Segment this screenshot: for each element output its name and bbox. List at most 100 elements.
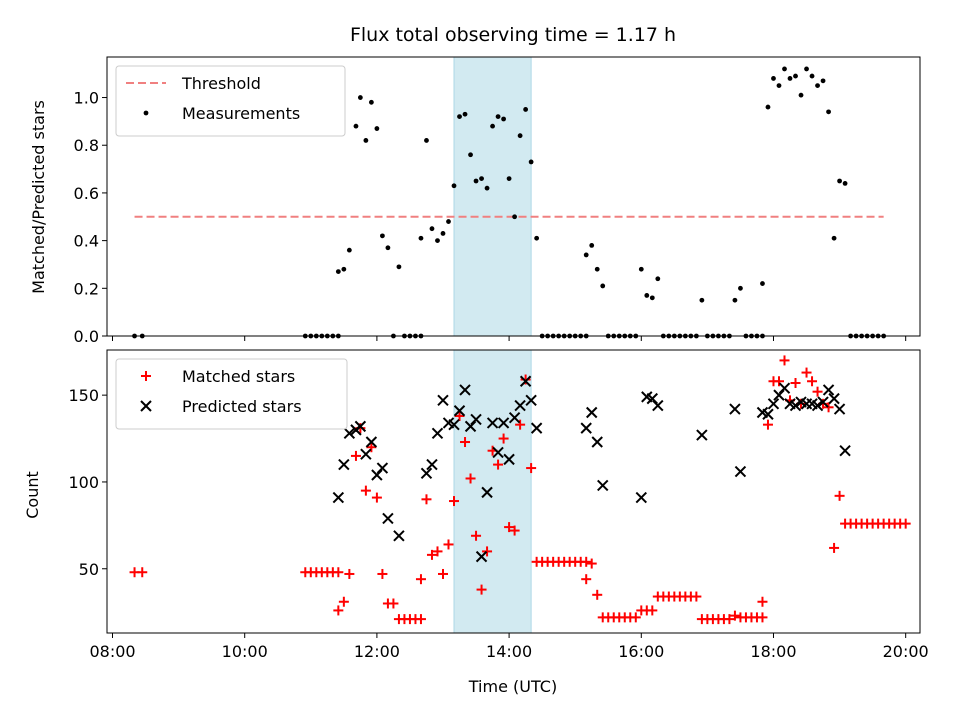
data-point (581, 556, 592, 567)
data-point (435, 238, 440, 244)
data-point (333, 567, 344, 578)
data-point (498, 433, 509, 444)
data-point (335, 269, 341, 275)
x-tick-label: 12:00 (354, 642, 400, 661)
legend-marker (141, 371, 151, 381)
data-point (646, 392, 659, 405)
data-point (454, 410, 465, 421)
plot-frame (106, 56, 921, 337)
data-point (420, 467, 433, 479)
data-point (823, 402, 834, 413)
data-point (589, 242, 595, 248)
data-point (460, 437, 471, 448)
data-point (429, 226, 435, 232)
data-point (729, 610, 740, 621)
data-point (822, 384, 835, 396)
data-point (831, 235, 837, 241)
data-point (760, 281, 765, 286)
data-point (724, 614, 735, 625)
data-point (350, 450, 361, 461)
data-point (762, 408, 774, 420)
data-point (459, 384, 471, 396)
data-point (476, 584, 487, 595)
data-point (635, 491, 647, 504)
data-point (344, 568, 355, 579)
data-point (790, 377, 801, 388)
data-point (448, 418, 460, 431)
data-point (365, 436, 378, 448)
data-point (333, 605, 344, 616)
data-point (525, 394, 537, 407)
y-tick-label: 0.8 (74, 136, 99, 155)
legend-box (115, 65, 346, 137)
data-point (396, 264, 402, 270)
data-point (380, 233, 385, 239)
data-point (484, 185, 490, 191)
data-point (829, 542, 840, 553)
data-point (426, 458, 438, 471)
data-point (471, 530, 482, 541)
data-point (779, 355, 790, 366)
y-tick-label: 0.2 (74, 279, 99, 298)
data-point (900, 518, 911, 529)
data-point (729, 403, 741, 415)
data-point (415, 614, 426, 625)
legend-marker (143, 110, 149, 116)
data-point (773, 376, 784, 387)
data-point (432, 546, 443, 557)
data-point (520, 374, 531, 385)
data-point (482, 546, 493, 557)
data-point (812, 386, 823, 397)
data-point (453, 405, 466, 417)
data-point (493, 459, 504, 470)
data-point (462, 111, 468, 117)
data-point (782, 66, 787, 72)
data-point (809, 73, 815, 79)
data-point (597, 479, 609, 492)
legend-entry: Predicted stars (140, 397, 302, 416)
legend-marker (140, 400, 152, 412)
data-point (820, 78, 826, 84)
highlight-band (453, 349, 532, 634)
data-point (492, 446, 504, 459)
panel-ratio: 0.0 0.2 0.4 0.6 0.8 1.0 Threshold Measurements (74, 56, 921, 346)
data-point (424, 138, 429, 143)
data-point (757, 596, 768, 607)
data-point (517, 133, 523, 139)
data-point (767, 398, 780, 410)
data-point (371, 469, 383, 481)
data-point (691, 591, 702, 602)
data-point (385, 245, 391, 251)
y-tick-label: 1.0 (74, 89, 99, 108)
data-point (515, 419, 526, 430)
data-point (382, 512, 394, 525)
panel-count: 50 100 150 08:00 10:00 12:00 14:00 16:00 18:00 20… (68, 349, 929, 661)
data-point (771, 76, 776, 81)
data-point (363, 138, 369, 143)
legend-entry: Matched stars (141, 367, 295, 386)
data-point (501, 116, 506, 122)
data-point (523, 107, 529, 112)
data-point (479, 176, 484, 182)
data-point (354, 420, 367, 433)
data-point (837, 178, 842, 184)
data-point (338, 596, 349, 607)
x-axis-label: Time (UTC) (468, 677, 557, 696)
data-point (393, 530, 405, 542)
data-point (497, 417, 510, 429)
y-tick-label: 150 (68, 386, 99, 405)
data-point (341, 266, 347, 272)
data-point (421, 494, 432, 505)
data-point (481, 486, 493, 499)
data-point (734, 465, 747, 478)
data-point (514, 399, 526, 412)
data-point (696, 429, 708, 441)
data-point (586, 406, 598, 419)
x-tick-label: 10:00 (222, 642, 268, 661)
data-point (332, 491, 345, 504)
data-point (137, 567, 148, 578)
data-point (353, 123, 359, 129)
chart-title: Flux total observing time = 1.17 h (350, 24, 676, 46)
data-point (357, 95, 363, 100)
